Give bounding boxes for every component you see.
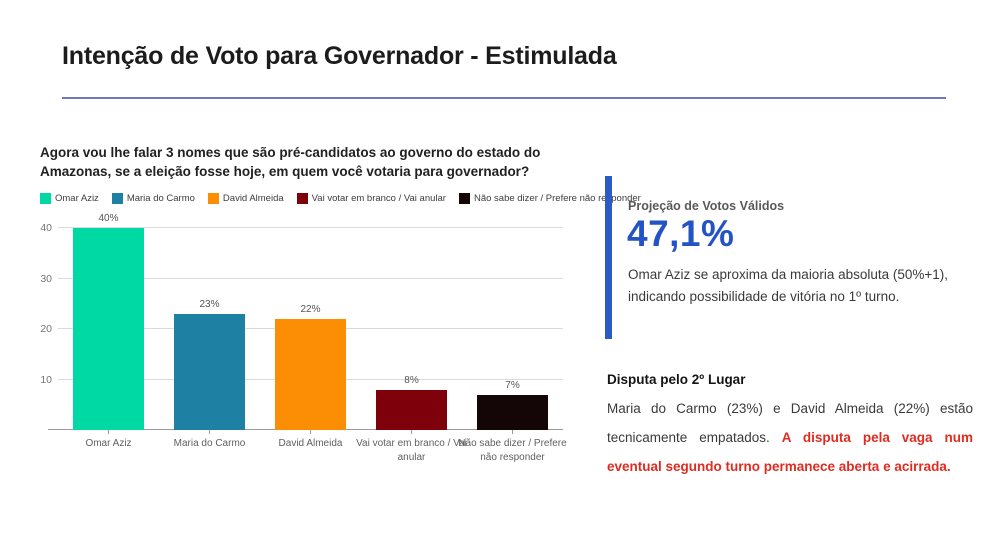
x-axis-tick: [310, 430, 311, 434]
projection-label: Projeção de Votos Válidos: [628, 199, 785, 213]
dispute-text-highlight: A disputa pela vaga num eventual segundo…: [607, 430, 973, 474]
x-axis-category-label: Omar Aziz: [85, 438, 132, 449]
bar-value-label: 7%: [505, 379, 520, 391]
legend-swatch: [207, 193, 219, 204]
legend-label: David Almeida: [222, 193, 284, 204]
x-axis-category-label: Não sabe dizer / Prefere não responder: [458, 438, 567, 463]
x-axis-tick: [411, 430, 412, 434]
legend-label: Vai votar em branco / Vai anular: [311, 193, 446, 204]
legend-item: Maria do Carmo: [111, 193, 195, 204]
x-axis-category-label: Maria do Carmo: [173, 438, 246, 449]
gridline: [58, 277, 563, 279]
page-title: Intenção de Voto para Governador - Estim…: [62, 42, 617, 70]
projection-accent-bar: [605, 176, 612, 339]
bar-value-label: 40%: [98, 213, 119, 224]
gridline: [58, 227, 563, 228]
dispute-heading: Disputa pelo 2º Lugar: [607, 372, 746, 387]
projection-description: Omar Aziz se aproxima da maioria absolut…: [628, 267, 949, 304]
x-axis-tick: [108, 430, 109, 434]
x-axis-category-label: Vai votar em branco / Vai anular: [356, 438, 467, 463]
legend-item: Omar Aziz: [40, 193, 99, 204]
projection-value: 47,1%: [627, 213, 735, 254]
legend-swatch: [40, 193, 51, 204]
legend-swatch: [111, 193, 123, 204]
chart-bar: [376, 389, 447, 430]
legend-label: Omar Aziz: [55, 193, 99, 204]
legend-item: Vai votar em branco / Vai anular: [296, 193, 446, 204]
y-axis-tick-label: 10: [40, 373, 52, 386]
legend-label: Não sabe dizer / Prefere não responder: [473, 193, 641, 204]
bar-value-label: 22%: [300, 303, 321, 315]
x-axis-category-label: David Almeida: [278, 438, 343, 449]
y-axis-tick-label: 20: [40, 323, 52, 335]
chart-bar: [275, 318, 346, 430]
legend-swatch: [296, 193, 308, 204]
x-axis-tick: [512, 430, 513, 434]
y-axis-tick-label: 30: [40, 272, 52, 285]
y-axis-tick-label: 40: [40, 222, 52, 234]
chart-question: Agora vou lhe falar 3 nomes que são pré-…: [40, 145, 541, 179]
x-axis-area: Omar Aziz Maria do Carmo David Almeida Vai …: [58, 430, 567, 474]
chart-bar: [174, 313, 245, 430]
plot-area: 10 20 30 40 40% 23% 22% 8% 7%: [40, 213, 563, 430]
chart-legend: Omar Aziz Maria do Carmo David Almeida Vai …: [40, 193, 641, 204]
x-axis-tick: [209, 430, 210, 434]
legend-label: Maria do Carmo: [126, 193, 195, 204]
bar-value-label: 23%: [199, 298, 220, 310]
dispute-text: Maria do Carmo (23%) e David Almeida (22…: [607, 394, 973, 481]
dispute-text-normal: Maria do Carmo (23%) e David Almeida (22…: [607, 401, 973, 445]
chart-bar: [477, 394, 548, 430]
legend-item: David Almeida: [207, 193, 284, 204]
title-underline: [62, 97, 946, 99]
bar-value-label: 8%: [404, 374, 419, 386]
legend-item: Não sabe dizer / Prefere não responder: [458, 193, 641, 204]
chart-bar: [73, 228, 144, 430]
legend-swatch: [458, 193, 470, 204]
